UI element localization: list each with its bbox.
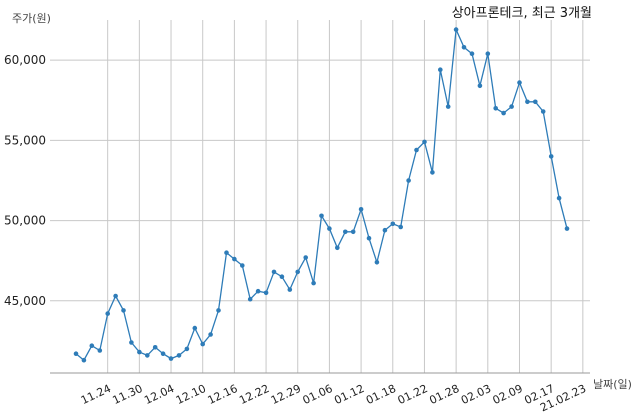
price-point	[295, 269, 301, 275]
price-point	[89, 343, 95, 349]
price-point	[564, 226, 570, 231]
x-tick-label: 01.22	[396, 382, 430, 407]
x-axis-title: 날짜(일)	[593, 377, 632, 391]
x-tick-label: 01.12	[332, 382, 366, 407]
x-tick-label: 12.22	[237, 382, 271, 407]
price-point	[232, 256, 237, 262]
x-tick-label: 01.28	[427, 382, 461, 407]
price-point	[335, 245, 340, 251]
y-axis-ticks: 45,000 50,000 55,000 60,000	[4, 53, 46, 308]
price-point	[216, 308, 221, 313]
price-point	[224, 250, 229, 255]
price-point	[509, 104, 514, 109]
y-tick-label: 45,000	[4, 294, 46, 308]
x-tick-label: 01.18	[364, 382, 398, 407]
price-point	[422, 139, 427, 145]
price-point	[152, 345, 158, 350]
x-tick-label: 12.04	[142, 382, 176, 407]
price-point	[287, 287, 293, 292]
price-point	[319, 213, 324, 219]
price-point	[192, 325, 198, 331]
price-point	[168, 356, 174, 361]
price-point	[263, 290, 269, 296]
price-point	[517, 80, 522, 85]
y-tick-label: 55,000	[4, 133, 46, 147]
price-point	[493, 106, 499, 111]
price-point	[137, 349, 142, 355]
x-axis-ticks: 11.2411.3012.0412.1012.1612.2212.2901.06…	[79, 382, 588, 414]
price-point	[469, 51, 475, 56]
price-points	[73, 27, 570, 363]
x-tick-label: 02.09	[491, 382, 525, 407]
price-point	[200, 341, 205, 347]
price-point	[382, 227, 388, 233]
x-tick-label: 11.24	[79, 382, 113, 407]
price-point	[398, 224, 404, 230]
grid-lines	[50, 20, 590, 373]
price-point	[81, 357, 87, 363]
chart-title: 상아프론테크, 최근 3개월	[452, 6, 592, 21]
price-point	[208, 332, 213, 337]
y-tick-label: 50,000	[4, 214, 46, 228]
x-tick-label: 01.06	[301, 382, 335, 407]
y-tick-label: 60,000	[4, 53, 46, 67]
price-point	[485, 51, 491, 56]
price-point	[73, 351, 79, 357]
price-point	[556, 195, 562, 201]
y-axis-title: 주가(원)	[12, 12, 51, 25]
price-point	[525, 99, 530, 105]
price-point	[113, 293, 118, 299]
price-point	[247, 296, 253, 302]
price-point	[453, 27, 459, 32]
price-point	[540, 109, 546, 114]
price-point	[533, 99, 538, 105]
price-point	[343, 229, 348, 235]
price-point	[255, 288, 261, 294]
x-tick-label: 12.10	[174, 382, 208, 407]
price-point	[548, 154, 554, 159]
price-point	[501, 110, 506, 116]
price-point	[327, 226, 332, 231]
price-point	[240, 263, 245, 268]
price-point	[105, 311, 110, 316]
price-series-line	[75, 27, 568, 362]
price-point	[97, 348, 103, 353]
price-point	[406, 178, 411, 183]
price-point	[477, 83, 483, 89]
price-point	[271, 269, 277, 275]
x-tick-label: 12.16	[206, 382, 240, 407]
price-point	[311, 280, 316, 286]
price-point	[160, 351, 166, 357]
x-tick-label: 12.29	[269, 382, 303, 407]
price-point	[303, 255, 309, 260]
price-point	[279, 274, 285, 280]
x-tick-label: 11.30	[111, 382, 145, 407]
price-point	[129, 340, 134, 345]
price-point	[184, 346, 190, 352]
price-point	[438, 67, 443, 72]
price-point	[414, 147, 419, 153]
price-point	[176, 353, 182, 358]
price-point	[121, 308, 126, 313]
price-point	[350, 229, 356, 235]
price-point	[430, 170, 435, 175]
price-point	[390, 221, 396, 227]
price-point	[358, 207, 364, 212]
x-tick-label: 02.03	[459, 382, 493, 407]
price-point	[461, 45, 467, 50]
price-point	[374, 260, 380, 265]
price-point	[145, 353, 150, 358]
price-point	[366, 235, 372, 241]
price-point	[445, 104, 451, 109]
